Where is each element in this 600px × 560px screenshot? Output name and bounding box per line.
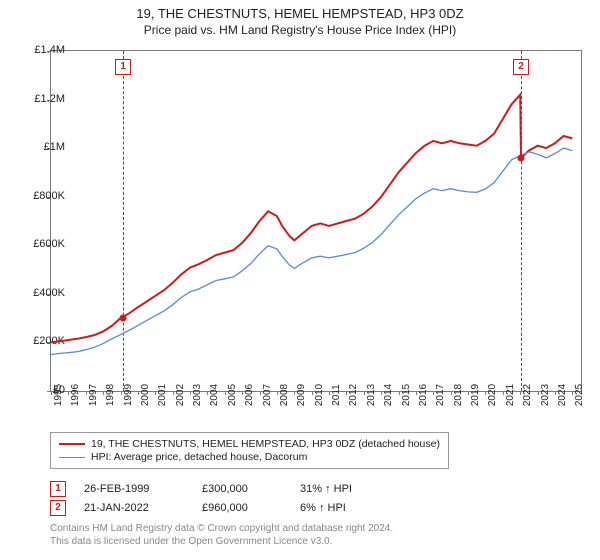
transaction-marker: 1 — [115, 59, 131, 75]
transaction-pct: 31% ↑ HPI — [300, 483, 380, 495]
transaction-marker-ref: 1 — [50, 481, 66, 497]
transaction-pct: 6% ↑ HPI — [300, 502, 380, 514]
transaction-table: 1 26-FEB-1999 £300,000 31% ↑ HPI 2 21-JAN-202… — [50, 478, 380, 519]
transaction-dot — [518, 154, 525, 161]
transaction-date: 21-JAN-2022 — [84, 502, 184, 514]
line-layer — [51, 51, 581, 391]
legend-item: HPI: Average price, detached house, Daco… — [59, 451, 440, 463]
transaction-row: 1 26-FEB-1999 £300,000 31% ↑ HPI — [50, 481, 380, 497]
legend: 19, THE CHESTNUTS, HEMEL HEMPSTEAD, HP3 … — [50, 432, 449, 469]
footer-line-2: This data is licensed under the Open Gov… — [50, 535, 393, 548]
chart-subtitle: Price paid vs. HM Land Registry's House … — [0, 23, 600, 37]
transaction-price: £300,000 — [202, 483, 282, 495]
series-price_paid — [51, 95, 572, 343]
legend-item: 19, THE CHESTNUTS, HEMEL HEMPSTEAD, HP3 … — [59, 438, 440, 450]
transaction-row: 2 21-JAN-2022 £960,000 6% ↑ HPI — [50, 500, 380, 516]
legend-label: HPI: Average price, detached house, Daco… — [91, 451, 307, 463]
title-block: 19, THE CHESTNUTS, HEMEL HEMPSTEAD, HP3 … — [0, 0, 600, 37]
footer-text: Contains HM Land Registry data © Crown c… — [50, 522, 393, 548]
plot-area: 12 — [50, 50, 582, 392]
legend-label: 19, THE CHESTNUTS, HEMEL HEMPSTEAD, HP3 … — [91, 438, 440, 450]
legend-swatch — [59, 457, 85, 458]
series-hpi — [51, 148, 572, 355]
chart-container: 19, THE CHESTNUTS, HEMEL HEMPSTEAD, HP3 … — [0, 0, 600, 560]
transaction-marker-ref: 2 — [50, 500, 66, 516]
footer-line-1: Contains HM Land Registry data © Crown c… — [50, 522, 393, 535]
transaction-price: £960,000 — [202, 502, 282, 514]
transaction-dot — [120, 315, 127, 322]
transaction-marker: 2 — [513, 59, 529, 75]
legend-swatch — [59, 443, 85, 445]
chart-title: 19, THE CHESTNUTS, HEMEL HEMPSTEAD, HP3 … — [0, 6, 600, 21]
transaction-date: 26-FEB-1999 — [84, 483, 184, 495]
